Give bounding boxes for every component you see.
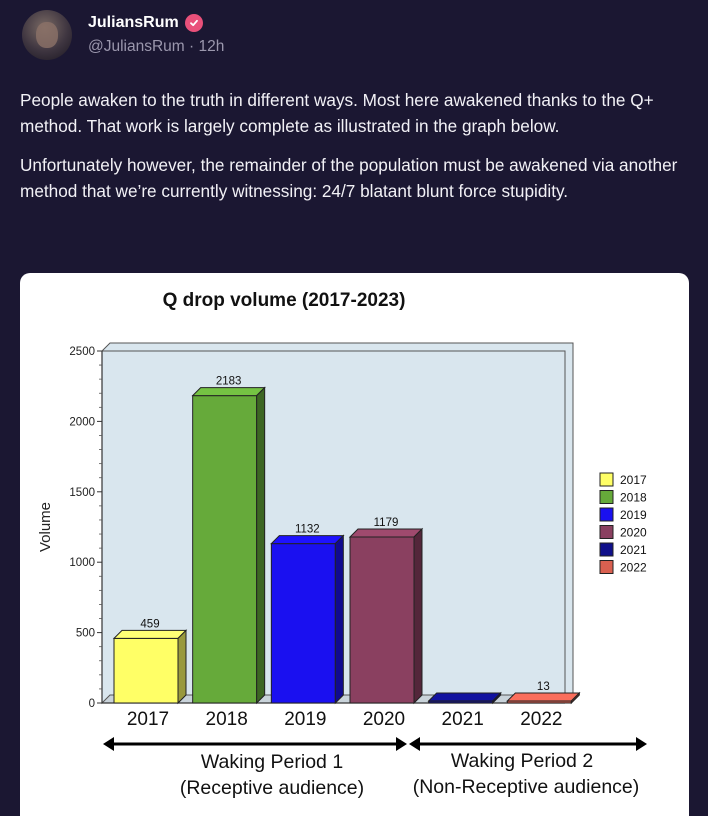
bar-top — [112, 629, 188, 639]
legend-swatch — [599, 490, 614, 504]
legend-swatch — [599, 560, 614, 574]
bar — [192, 395, 258, 704]
post-paragraph-1: People awaken to the truth in different … — [20, 90, 654, 136]
verified-badge-icon — [184, 14, 203, 32]
bar-side — [413, 527, 423, 705]
author-name[interactable]: JuliansRum — [88, 14, 179, 31]
meta-separator: · — [189, 38, 195, 55]
bar-side — [177, 629, 187, 705]
y-tick-label: 500 — [76, 628, 95, 640]
x-tick-label: 2022 — [520, 709, 562, 730]
period-1-title: Waking Period 1 — [201, 751, 343, 773]
period-2-title: Waking Period 2 — [451, 750, 593, 772]
post-header: JuliansRum @JuliansRum · 12h — [22, 10, 224, 66]
legend-swatch — [599, 472, 614, 487]
bar-top — [191, 387, 266, 397]
x-tick-label: 2021 — [442, 709, 484, 730]
bar-side — [570, 691, 580, 705]
x-tick-label: 2017 — [127, 709, 169, 730]
bar-top — [348, 528, 424, 538]
y-tick-label: 1500 — [69, 487, 95, 499]
period-2-subtitle: (Non-Receptive audience) — [413, 776, 640, 798]
y-tick-label: 2000 — [69, 416, 95, 428]
name-row: JuliansRum — [88, 14, 224, 32]
period-1-arrow-left — [103, 737, 114, 751]
bar — [270, 543, 336, 704]
chart-title: Q drop volume (2017-2023) — [163, 290, 406, 311]
post-paragraph-2: Unfortunately however, the remainder of … — [20, 155, 678, 201]
post-time[interactable]: 12h — [198, 38, 225, 55]
bar-top — [506, 692, 581, 702]
bar-top — [427, 692, 502, 702]
legend-label: 2021 — [620, 543, 647, 557]
y-tick-label: 2500 — [69, 346, 95, 358]
bar — [113, 637, 179, 704]
data-label: 2183 — [216, 376, 242, 388]
data-label: 459 — [140, 618, 159, 630]
period-2-arrow-left — [409, 737, 420, 751]
legend-swatch — [599, 507, 614, 522]
legend-swatch — [599, 525, 614, 539]
bar-chart: Q drop volume (2017-2023) 0 500 1000 1500 200… — [37, 290, 647, 799]
x-tick-label: 2020 — [363, 709, 405, 730]
x-tick-label: 2018 — [206, 709, 248, 730]
x-tick-label: 2019 — [284, 709, 326, 730]
legend-label: 2018 — [620, 491, 647, 505]
legend-label: 2020 — [620, 526, 647, 540]
user-info: JuliansRum @JuliansRum · 12h — [88, 14, 224, 56]
bar-top — [270, 535, 345, 545]
avatar[interactable] — [22, 10, 72, 60]
y-tick-label: 1000 — [69, 557, 95, 569]
y-axis-label: Volume — [37, 502, 54, 552]
bar-side — [334, 534, 344, 705]
period-1-subtitle: (Receptive audience) — [180, 777, 364, 799]
post-body: People awaken to the truth in different … — [20, 88, 700, 218]
author-handle[interactable]: @JuliansRum — [88, 38, 185, 55]
legend-label: 2019 — [620, 508, 647, 522]
data-label: 1179 — [374, 517, 399, 529]
legend-swatch — [599, 542, 614, 557]
post-meta: @JuliansRum · 12h — [88, 38, 224, 56]
legend-label: 2022 — [620, 561, 647, 575]
bar — [349, 536, 415, 704]
bar-side — [492, 691, 502, 705]
post-image[interactable]: Q drop volume (2017-2023) 0 500 1000 1500 200… — [20, 273, 689, 816]
y-tick-label: 0 — [89, 698, 95, 710]
legend-label: 2017 — [620, 473, 647, 487]
period-2-arrow-right — [636, 737, 647, 751]
data-label: 1132 — [295, 524, 320, 536]
data-label: 13 — [537, 681, 550, 693]
bar-side — [256, 386, 266, 705]
period-1-arrow-right — [396, 737, 407, 751]
